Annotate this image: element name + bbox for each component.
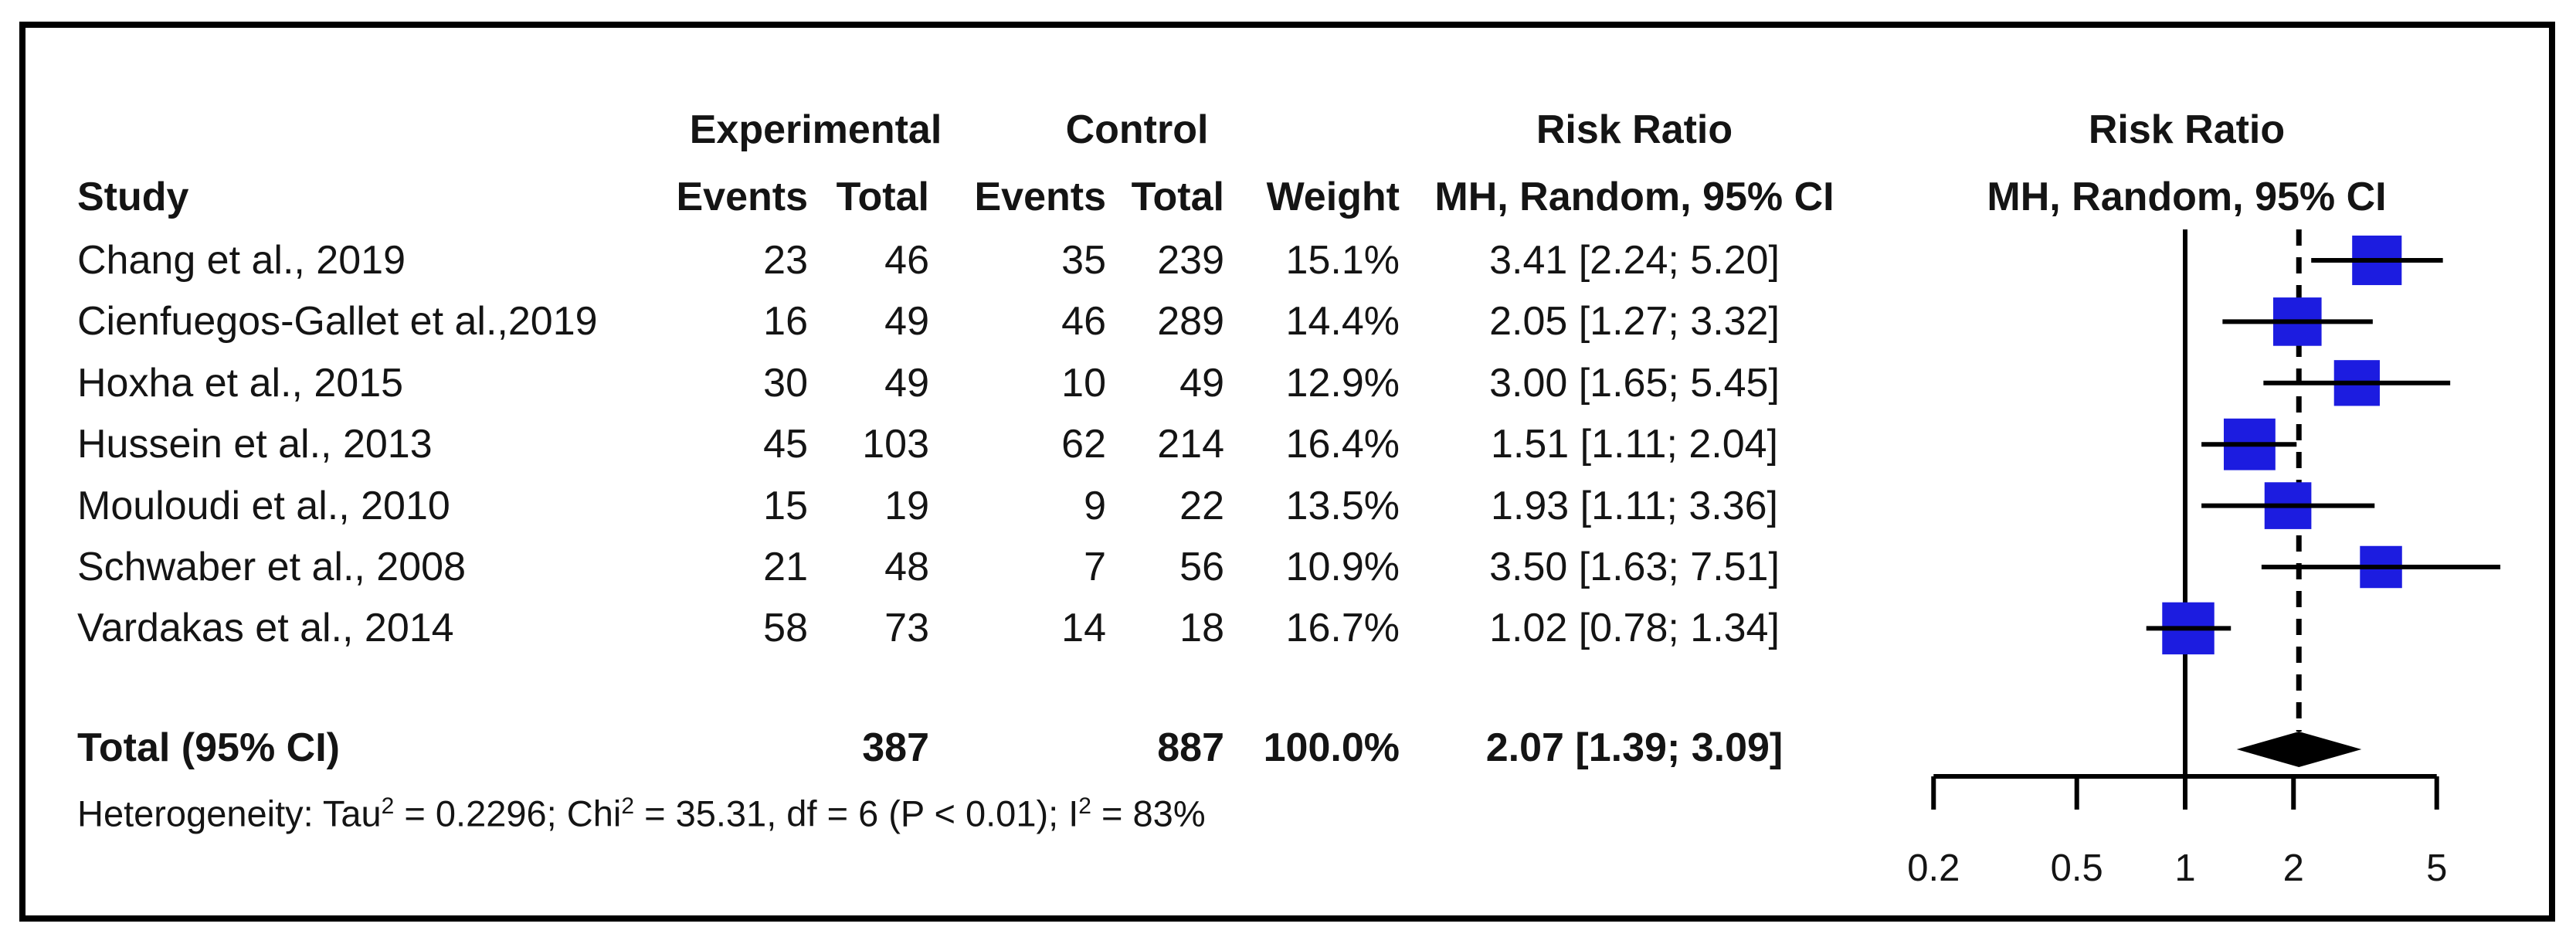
study-name: Vardakas et al., 2014 (77, 606, 454, 651)
exp-total-value: 73 (884, 606, 929, 651)
header-mh-random-ci-text-col: MH, Random, 95% CI (1434, 175, 1834, 219)
exp-events-value: 23 (763, 238, 808, 283)
exp-total-value: 49 (884, 299, 929, 345)
heterogeneity-note: Heterogeneity: Tau2 = 0.2296; Chi2 = 35.… (77, 793, 1206, 834)
header-ctrl-events: Events (974, 175, 1106, 219)
header-control-group: Control (1065, 107, 1209, 152)
header-ctrl-total: Total (1131, 175, 1224, 219)
total-label: Total (95% CI) (77, 725, 340, 770)
weight-value: 16.4% (1285, 422, 1400, 467)
axis-tick-label: 0.5 (2051, 847, 2103, 889)
ctrl-total-value: 49 (1179, 360, 1224, 406)
ctrl-events-value: 10 (1061, 360, 1106, 406)
rr-ci-value: 1.93 [1.11; 3.36] (1491, 483, 1778, 528)
ctrl-total-value: 239 (1157, 238, 1224, 283)
weight-value: 13.5% (1285, 483, 1400, 528)
ctrl-events-value: 14 (1061, 606, 1106, 651)
header-exp-total: Total (836, 175, 929, 219)
ctrl-total-value: 56 (1179, 545, 1224, 589)
study-name: Cienfuegos-Gallet et al.,2019 (77, 299, 598, 345)
total-exp-total-value: 387 (862, 725, 929, 770)
rr-ci-value: 1.02 [0.78; 1.34] (1489, 606, 1780, 651)
header-mh-random-ci-plot-col: MH, Random, 95% CI (1987, 175, 2387, 219)
exp-total-value: 48 (884, 545, 929, 589)
total-weight-value: 100.0% (1263, 725, 1400, 770)
rr-ci-value: 1.51 [1.11; 2.04] (1491, 422, 1778, 467)
header-exp-events: Events (676, 175, 808, 219)
study-name: Hoxha et al., 2015 (77, 360, 404, 406)
header-experimental-group: Experimental (689, 107, 942, 152)
study-name: Mouloudi et al., 2010 (77, 483, 450, 528)
exp-events-value: 58 (763, 606, 808, 651)
rr-ci-value: 2.05 [1.27; 3.32] (1489, 299, 1780, 345)
ctrl-events-value: 46 (1061, 299, 1106, 345)
header-risk-ratio-text-col: Risk Ratio (1536, 107, 1733, 152)
ctrl-events-value: 62 (1061, 422, 1106, 467)
study-name: Hussein et al., 2013 (77, 422, 433, 467)
axis-tick-label: 0.2 (1907, 847, 1960, 889)
exp-total-value: 46 (884, 238, 929, 283)
ctrl-total-value: 18 (1179, 606, 1224, 651)
ctrl-total-value: 214 (1157, 422, 1224, 467)
exp-events-value: 21 (763, 545, 808, 589)
weight-value: 10.9% (1285, 545, 1400, 589)
header-risk-ratio-plot-col: Risk Ratio (2088, 107, 2286, 152)
pooled-diamond (2236, 732, 2362, 767)
total-rr-ci-value: 2.07 [1.39; 3.09] (1485, 725, 1784, 770)
exp-total-value: 19 (884, 483, 929, 528)
total-ctrl-total-value: 887 (1157, 725, 1224, 770)
ctrl-events-value: 35 (1061, 238, 1106, 283)
axis-tick-label: 2 (2283, 847, 2304, 889)
study-name: Schwaber et al., 2008 (77, 545, 466, 589)
rr-ci-value: 3.00 [1.65; 5.45] (1489, 360, 1780, 406)
exp-events-value: 15 (763, 483, 808, 528)
ctrl-total-value: 289 (1157, 299, 1224, 345)
exp-events-value: 30 (763, 360, 808, 406)
ctrl-events-value: 9 (1084, 483, 1106, 528)
exp-total-value: 49 (884, 360, 929, 406)
rr-ci-value: 3.41 [2.24; 5.20] (1489, 238, 1780, 283)
axis-tick-label: 1 (2174, 847, 2195, 889)
axis-tick-label: 5 (2426, 847, 2447, 889)
exp-events-value: 16 (763, 299, 808, 345)
study-name: Chang et al., 2019 (77, 238, 406, 283)
weight-value: 16.7% (1285, 606, 1400, 651)
exp-total-value: 103 (862, 422, 929, 467)
ctrl-events-value: 7 (1084, 545, 1106, 589)
weight-value: 12.9% (1285, 360, 1400, 406)
figure-border (19, 22, 2555, 922)
rr-ci-value: 3.50 [1.63; 7.51] (1489, 545, 1780, 589)
ctrl-total-value: 22 (1179, 483, 1224, 528)
weight-value: 15.1% (1285, 238, 1400, 283)
header-weight: Weight (1266, 175, 1400, 219)
weight-value: 14.4% (1285, 299, 1400, 345)
exp-events-value: 45 (763, 422, 808, 467)
header-study: Study (77, 175, 189, 219)
